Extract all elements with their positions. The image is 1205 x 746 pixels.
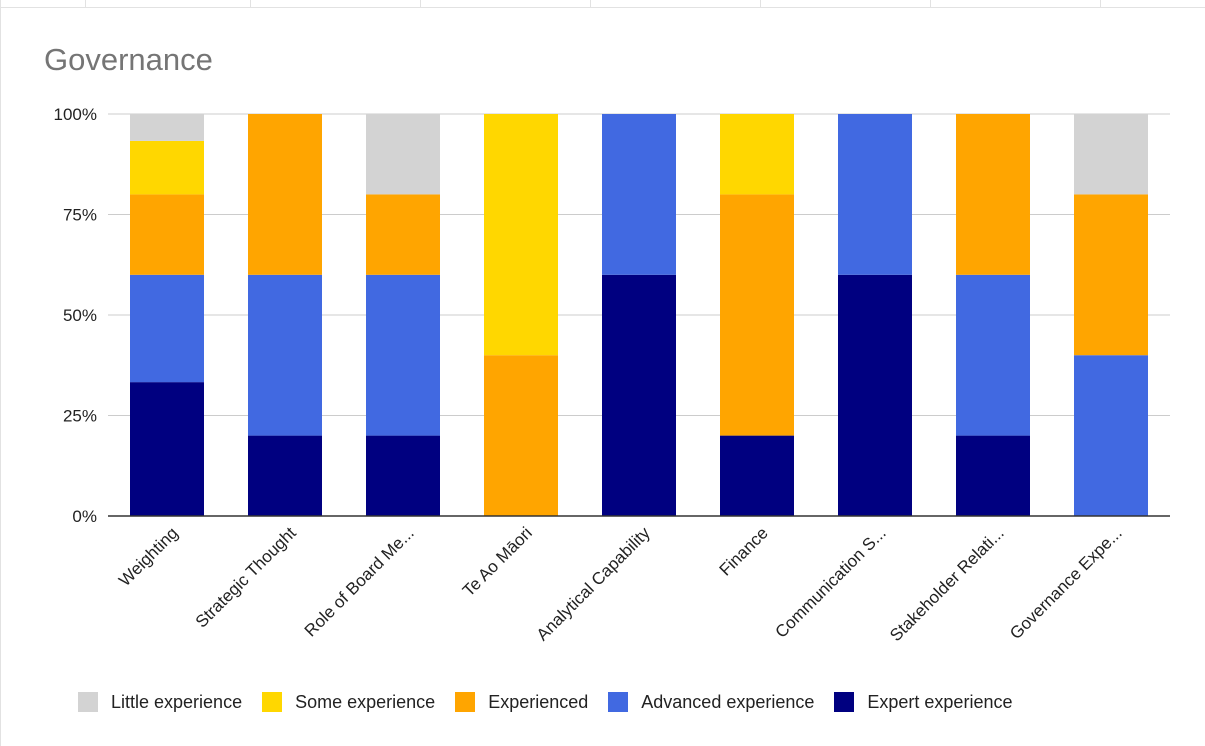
bar-segment — [838, 114, 912, 275]
y-tick-label: 25% — [63, 407, 97, 426]
legend-swatch — [834, 692, 855, 712]
bar-segment — [484, 355, 558, 516]
legend-swatch — [608, 692, 629, 712]
legend-label: Experienced — [488, 691, 589, 712]
x-category-label: Stakeholder Relati... — [886, 523, 1008, 645]
bar-segment — [130, 114, 204, 141]
bar-segment — [720, 194, 794, 436]
legend-label: Expert experience — [867, 691, 1013, 712]
bar-segment — [602, 114, 676, 275]
bar-segment — [366, 435, 440, 516]
legend-item: Little experience — [78, 692, 242, 713]
bar-segment — [248, 114, 322, 275]
bar-segment — [366, 274, 440, 436]
x-category-label: Weighting — [115, 523, 182, 590]
bar-segment — [956, 274, 1030, 436]
bar-segment — [720, 114, 794, 195]
bar-segment — [484, 114, 558, 356]
y-tick-label: 0% — [72, 507, 97, 526]
x-category-label: Strategic Thought — [192, 523, 300, 631]
legend-item: Expert experience — [834, 692, 1012, 713]
y-tick-label: 100% — [54, 105, 97, 124]
legend-item: Experienced — [455, 692, 588, 713]
bar-segment — [366, 194, 440, 275]
bar-segment — [130, 382, 204, 516]
bar-segment — [130, 140, 204, 195]
bar-segment — [956, 114, 1030, 275]
chart-card[interactable]: Governance 0% 25% 50% 75% 100% Weighting Strat… — [8, 8, 1205, 746]
bar-segment — [1074, 194, 1148, 356]
bar-segment — [956, 435, 1030, 516]
chart-title: Governance — [44, 42, 213, 77]
legend-swatch — [262, 692, 283, 712]
bar-segment — [602, 274, 676, 516]
stacked-bar-chart: 0% 25% 50% 75% 100% Weighting Strategic Though… — [54, 105, 1170, 645]
x-category-label: Role of Board Me... — [301, 523, 418, 640]
bar-segment — [366, 114, 440, 195]
legend-item: Advanced experience — [608, 692, 814, 713]
x-category-label: Te Ao Māori — [459, 523, 536, 600]
y-tick-label: 75% — [63, 206, 97, 225]
bar-segment — [248, 435, 322, 516]
legend-label: Advanced experience — [641, 691, 815, 712]
bar-segment — [130, 274, 204, 383]
bar-segment — [248, 274, 322, 436]
x-category-label: Finance — [716, 523, 772, 579]
bar-segment — [1074, 114, 1148, 195]
legend-item: Some experience — [262, 692, 435, 713]
bar-segment — [1074, 355, 1148, 516]
bar-segment — [130, 194, 204, 275]
x-category-label: Analytical Capability — [533, 523, 654, 644]
x-category-label: Communication S... — [771, 523, 889, 641]
legend-swatch — [78, 692, 98, 712]
bar-segment — [720, 435, 794, 516]
legend-label: Little experience — [111, 691, 243, 712]
chart-legend: Little experience Some experience Experien… — [78, 688, 1032, 716]
y-tick-label: 50% — [63, 306, 97, 325]
bar-segment — [838, 274, 912, 516]
x-category-label: Governance Expe... — [1006, 523, 1126, 643]
legend-label: Some experience — [295, 691, 436, 712]
legend-swatch — [455, 692, 476, 712]
